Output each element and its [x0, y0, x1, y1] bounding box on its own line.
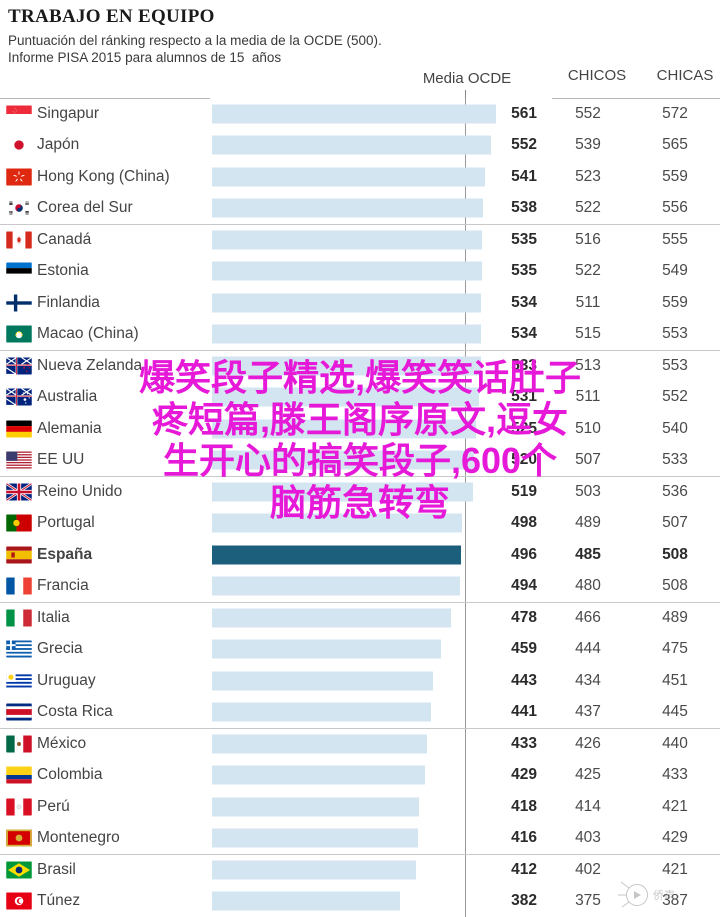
- svg-text:侨声: 侨声: [653, 888, 675, 902]
